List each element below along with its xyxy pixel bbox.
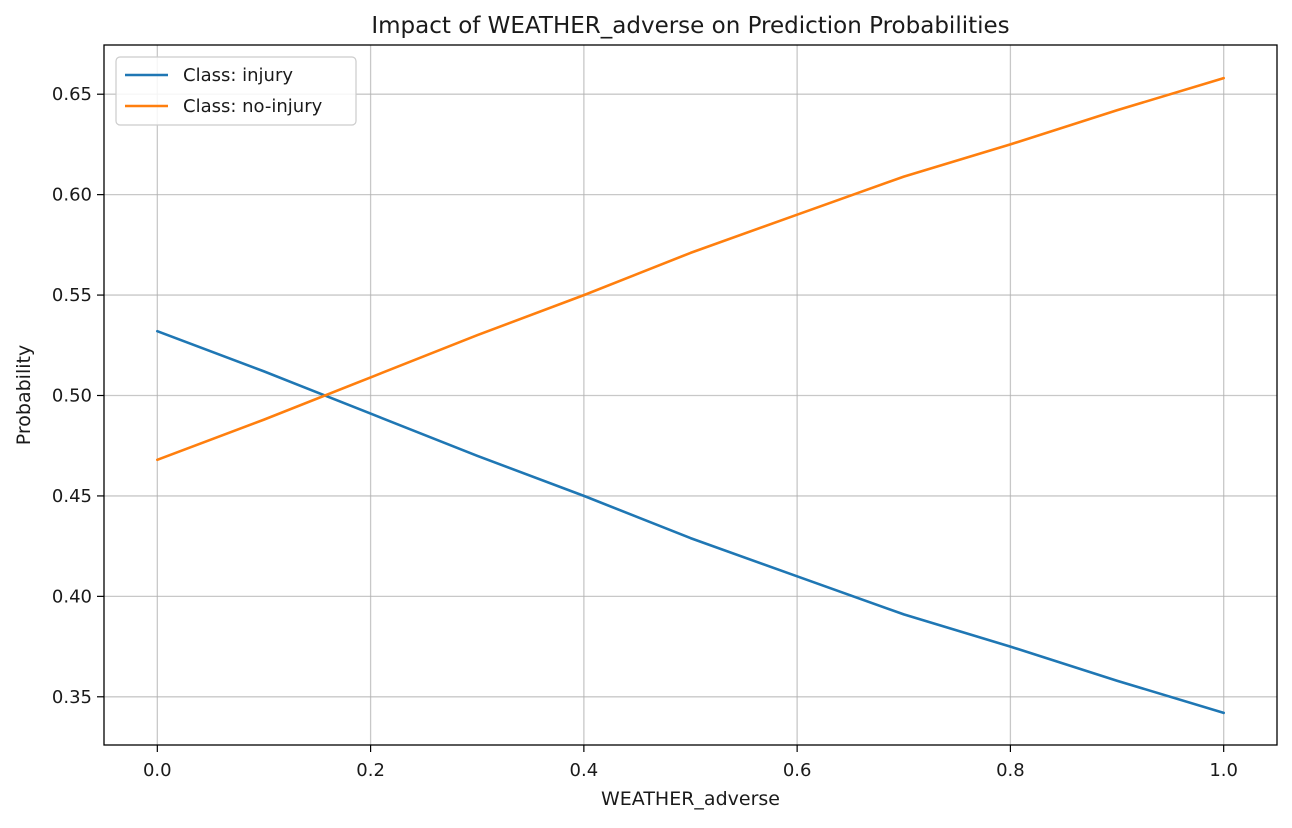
legend-box	[115, 56, 357, 126]
x-tick-label: 0.4	[570, 760, 599, 781]
legend-label: Class: injury	[183, 65, 293, 86]
y-tick-label: 0.55	[52, 285, 92, 306]
x-tick-label: 1.0	[1209, 760, 1238, 781]
y-axis-label: Probability	[13, 345, 35, 445]
y-tick-label: 0.45	[52, 486, 92, 507]
x-axis-label: WEATHER_adverse	[601, 788, 780, 810]
x-tick-label: 0.8	[996, 760, 1025, 781]
y-tick-label: 0.35	[52, 687, 92, 708]
x-tick-label: 0.6	[783, 760, 812, 781]
y-tick-label: 0.50	[52, 386, 92, 407]
x-tick-label: 0.0	[143, 760, 172, 781]
x-tick-label: 0.2	[356, 760, 385, 781]
series-line-class-injury	[156, 329, 1225, 715]
legend: Class: injury Class: no-injury	[115, 56, 357, 126]
axis-ticks: 0.0 0.2 0.4 0.6 0.8 1.0 0.35 0.40 0.45 0.50 0.55 0.…	[52, 84, 1238, 781]
legend-label: Class: no-injury	[183, 96, 323, 117]
chart-title: Impact of WEATHER_adverse on Prediction …	[371, 13, 1009, 39]
y-tick-label: 0.60	[52, 185, 92, 206]
series-lines	[156, 76, 1225, 715]
y-tick-label: 0.65	[52, 84, 92, 105]
grid	[104, 45, 1277, 745]
series-line-class-no-injury	[156, 76, 1225, 462]
y-tick-label: 0.40	[52, 586, 92, 607]
